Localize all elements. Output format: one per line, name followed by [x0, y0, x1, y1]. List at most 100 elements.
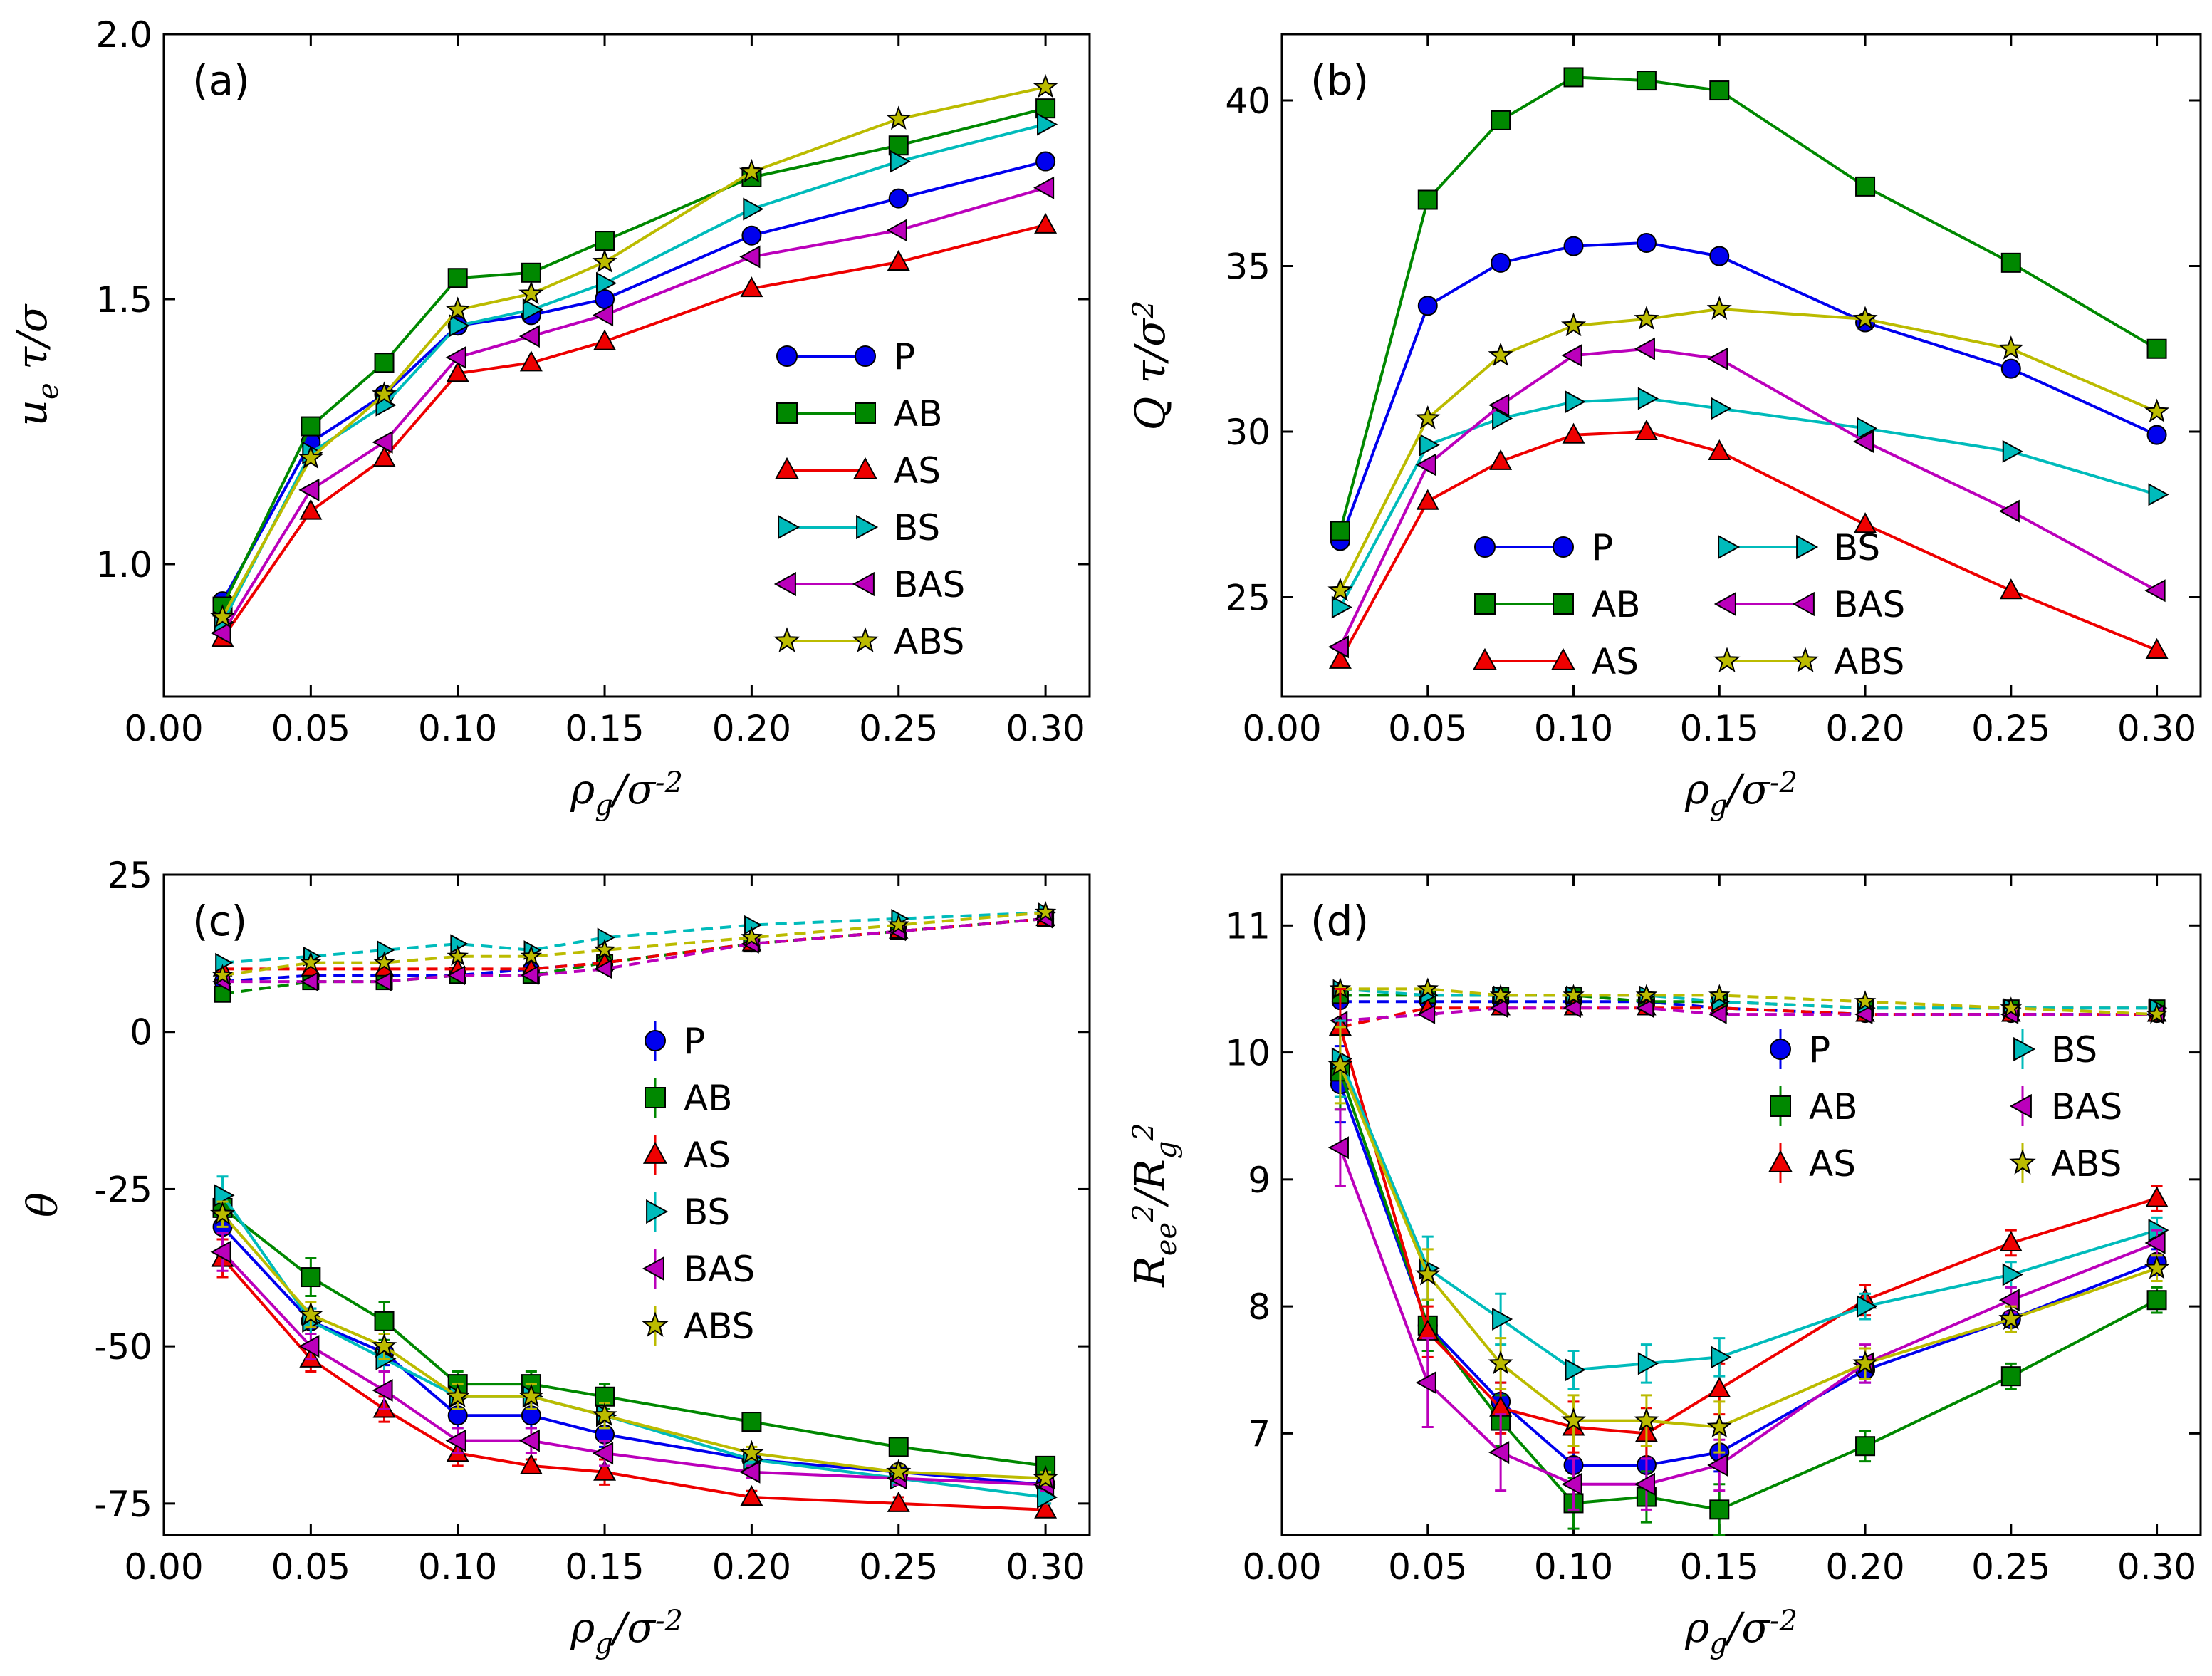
legend-label-BS: BS — [894, 507, 940, 548]
data-point-P — [1563, 236, 1584, 256]
data-point-BAS — [1488, 1441, 1510, 1464]
data-point-AS — [740, 1485, 763, 1506]
data-point-AB — [1563, 67, 1584, 88]
data-point-BAS — [298, 1335, 320, 1358]
data-point-BS — [890, 150, 911, 173]
line-P — [1339, 241, 2158, 542]
x-tick-label: 0.05 — [1388, 1546, 1467, 1588]
data-point-ABS — [1852, 1350, 1878, 1375]
dashed-line-AS — [222, 917, 1046, 971]
line-BAS — [1339, 347, 2158, 648]
data-point-BAS — [2144, 1231, 2166, 1254]
legend-marker-AB — [645, 1087, 666, 1108]
dashed-point-BS — [377, 940, 395, 960]
panel-label: (c) — [192, 897, 247, 945]
dashed-point-BS — [215, 952, 234, 973]
x-tick-label: 0.30 — [2117, 1546, 2196, 1588]
legend-marker-AS — [642, 1141, 668, 1164]
data-point-ABS — [1998, 335, 2024, 360]
data-point-AS — [1999, 578, 2023, 600]
data-point-ABS — [1706, 296, 1732, 320]
dashed-point-BAS — [447, 965, 466, 986]
data-point-BAS — [593, 1442, 614, 1465]
data-point-BAS — [1634, 337, 1655, 360]
dashed-point-BAS — [594, 959, 612, 979]
data-point-BAS — [1634, 1472, 1655, 1496]
x-axis-label: ρg/σ-2 — [570, 1603, 683, 1660]
dashed-point-ABS — [1489, 984, 1512, 1005]
data-point-ABS — [209, 1201, 236, 1225]
data-point-BS — [595, 271, 617, 295]
data-point-AS — [1999, 1230, 2023, 1252]
dashed-point-BAS — [1854, 1004, 1873, 1024]
dashed-point-ABS — [741, 926, 763, 947]
data-point-AS — [519, 1453, 543, 1474]
x-axis-label: ρg/σ-2 — [1684, 765, 1798, 822]
legend-marker-P — [855, 345, 876, 367]
data-point-AB — [888, 135, 909, 156]
data-point-AS — [2145, 1186, 2169, 1207]
legend-label-ABS: ABS — [894, 621, 964, 662]
legend-marker-AS — [1768, 1150, 1793, 1172]
data-point-AB — [1330, 521, 1350, 541]
x-tick-label: 0.30 — [1006, 1546, 1085, 1588]
plot-frame — [1280, 873, 2202, 1536]
data-point-P — [2146, 425, 2167, 445]
data-point-BAS — [210, 621, 231, 645]
dashed-point-ABS — [2146, 1003, 2168, 1024]
legend-label-AS: AS — [894, 450, 941, 491]
x-tick-label: 0.05 — [271, 708, 350, 749]
data-point-BAS — [1707, 347, 1728, 370]
x-tick-label: 0.15 — [565, 1546, 644, 1588]
x-tick-label: 0.25 — [859, 708, 938, 749]
legend-label-AS: AS — [684, 1135, 731, 1176]
data-point-AB — [1636, 71, 1657, 91]
dashed-line-BS — [222, 911, 1046, 964]
data-point-BAS — [1561, 1472, 1582, 1496]
legend-item-ABS: ABS — [1713, 641, 1904, 682]
legend-label-BS: BS — [2051, 1029, 2097, 1071]
data-point-BS — [1711, 1346, 1732, 1369]
legend-marker-ABS — [1713, 647, 1741, 672]
legend-marker-AS — [1550, 647, 1576, 670]
legend-item-AB: AB — [1474, 584, 1641, 625]
y-tick-label: 25 — [1225, 578, 1271, 619]
legend-marker-AS — [774, 457, 800, 479]
legend-item-ABS: ABS — [642, 1306, 754, 1347]
data-point-ABS — [298, 1301, 323, 1326]
x-tick-label: 0.10 — [1534, 1546, 1613, 1588]
data-point-BS — [2002, 1263, 2023, 1286]
legend-item-BAS: BAS — [2009, 1086, 2122, 1128]
line-P — [221, 1226, 1046, 1487]
x-axis-label: ρg/σ-2 — [1684, 1603, 1798, 1660]
data-point-BS — [1711, 397, 1732, 420]
data-point-AS — [299, 499, 323, 520]
x-tick-label: 0.25 — [859, 1546, 938, 1588]
data-point-ABS — [1706, 1414, 1732, 1438]
dashed-point-BS — [450, 934, 469, 954]
data-point-AB — [374, 353, 395, 373]
line-P — [1339, 1083, 2158, 1467]
data-point-ABS — [2144, 398, 2170, 423]
dashed-point-BS — [597, 927, 615, 948]
y-axis-label: Q τ/σ2 — [1126, 301, 1174, 431]
legend-item-AB: AB — [776, 393, 943, 434]
data-point-BS — [743, 197, 764, 221]
data-point-AB — [301, 1267, 321, 1288]
data-point-BAS — [445, 345, 466, 369]
data-point-ABS — [739, 158, 764, 183]
legend-marker-ABS — [1792, 647, 1819, 672]
legend-marker-BS — [1718, 534, 1741, 560]
data-point-ABS — [1560, 312, 1587, 337]
dashed-point-ABS — [887, 913, 910, 935]
plot-frame — [162, 33, 1091, 698]
data-point-BAS — [518, 325, 540, 348]
x-tick-label: 0.10 — [1534, 708, 1613, 749]
data-point-AS — [740, 276, 763, 298]
data-point-ABS — [1033, 73, 1058, 98]
data-point-AB — [741, 1412, 762, 1432]
data-point-BS — [1331, 595, 1352, 619]
data-point-AB — [1855, 1436, 1876, 1457]
data-point-AB — [888, 1437, 909, 1457]
data-point-AS — [1708, 1376, 1731, 1398]
